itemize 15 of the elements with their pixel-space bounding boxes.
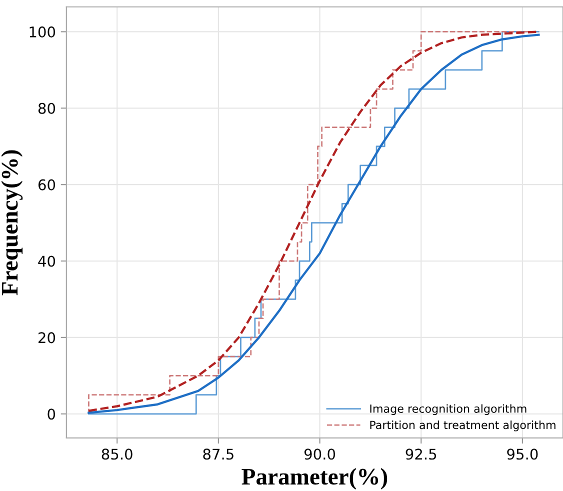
x-axis-title: Parameter(%) (242, 468, 388, 490)
x-tick-label: 92.5 (406, 448, 436, 460)
y-axis-title: Frequency(%) (1, 150, 23, 296)
y-tick-label: 40 (38, 256, 56, 267)
y-tick-label: 0 (48, 408, 56, 420)
y-tick-label: 80 (38, 102, 56, 114)
legend-label: Partition and treatment algorithm (370, 420, 556, 432)
x-tick-label: 85.0 (102, 448, 132, 460)
legend-label: Image recognition algorithm (370, 404, 526, 415)
y-tick-label: 20 (38, 332, 56, 344)
x-tick-label: 95.0 (507, 448, 538, 460)
y-tick-label: 60 (38, 179, 56, 190)
x-tick-label: 90.0 (304, 448, 336, 460)
y-tick-label: 100 (30, 26, 56, 38)
x-tick-label: 87.5 (203, 448, 234, 460)
